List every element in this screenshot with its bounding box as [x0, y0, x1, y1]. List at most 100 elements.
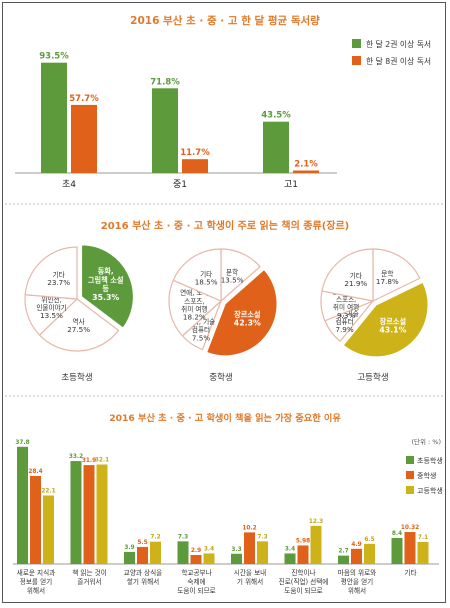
pie-slice-value: 27.5%: [67, 325, 90, 334]
chart1-bar-고1-1: [263, 121, 289, 173]
pie-slice-label: 취미 여행: [181, 304, 207, 313]
chart3-bar-label: 12.3: [309, 519, 323, 525]
pie-slice-label: 등: [102, 284, 109, 293]
chart3-bar-5-2: [244, 532, 255, 564]
chart3-bar-7-2: [351, 548, 362, 564]
chart3-bar-8-1: [391, 537, 403, 564]
pie-slice-value: 13.5%: [40, 311, 63, 320]
pie-slice-value: 35.3%: [92, 293, 119, 302]
infographic-frame: 2016 부산 초 · 중 · 고 한 달 평균 독서량 93.5% 57.7% 초4…: [2, 2, 446, 603]
chart3-bar-8-3: [417, 541, 429, 564]
pie-slice-label: 문학: [226, 267, 238, 276]
pie-slice-label: 연애, 오락: [180, 288, 208, 297]
chart3-bar-4-2: [190, 555, 202, 564]
chart1-bar-label: 93.5%: [39, 52, 69, 62]
pie-slice-label: 장르소설: [380, 317, 407, 326]
pie-slice-value: 42.3%: [234, 319, 261, 328]
chart3-bar-1-3: [43, 495, 54, 564]
chart3-unit-label: (단위 : %): [411, 437, 441, 446]
chart1-category-label: 중1: [173, 179, 187, 190]
pie-slice-label: 취미 여행: [333, 303, 359, 312]
pie-3-slice-1: [372, 248, 421, 302]
chart3-category-label: 마음의 위로와: [338, 568, 377, 577]
pie-1-slice-2: [38, 298, 120, 352]
pie-slice-label: 기타: [200, 269, 212, 278]
pie-slice-value: 7.9%: [335, 325, 353, 334]
chart3-legend-label: 중학생: [417, 471, 436, 480]
chart3-bar-label: 7.3: [178, 534, 188, 540]
chart1-bar-고1-2: [293, 170, 319, 173]
chart1-bar-중1-1: [152, 88, 178, 173]
chart3-category-label: 쌓기 위해서: [127, 577, 159, 586]
chart3-bar-5-1: [231, 553, 242, 564]
chart1-category-label: 고1: [284, 180, 298, 190]
chart3-legend-label: 초등학생: [417, 456, 443, 465]
chart3-bar-7-1: [338, 555, 349, 564]
chart3-bar-label: 10.2: [242, 525, 256, 531]
pie-slice-label: 기타: [53, 270, 65, 279]
chart3-bar-8-2: [404, 532, 416, 564]
chart3-bar-3-3: [150, 541, 161, 564]
chart3-category-label: 진학이나: [291, 568, 315, 577]
chart3-bar-label: 31.9: [82, 458, 96, 464]
chart3-bar-label: 7.2: [150, 535, 160, 541]
chart1-bar-중1-2: [182, 159, 208, 173]
pie-2-slice-5: [172, 248, 222, 302]
chart3-bar-label: 37.8: [15, 440, 29, 446]
chart3-category-label: 책 읽는 것이: [72, 568, 107, 577]
pie-slice-label: 컴퓨터: [192, 325, 210, 334]
pie-slice-label: 인물이야기: [36, 303, 66, 312]
chart3-category-label: 학교공부나: [181, 568, 211, 577]
chart3-bar-label: 7.1: [418, 535, 428, 541]
pie-3-slice-5: [321, 248, 374, 302]
pie-2-slice-4: [168, 279, 223, 337]
chart3-category-label: 도움이 되므로: [284, 586, 323, 595]
chart3-title: 2016 부산 초 · 중 · 고 학생이 책을 읽는 가장 중요한 이유: [109, 412, 341, 424]
chart1-legend-label: 한 달 8권 이상 독서: [366, 56, 431, 66]
pie-slice-label: 동화,: [98, 267, 114, 276]
pie-slice-label: 장르소설: [234, 310, 261, 319]
chart3-bar-label: 3.3: [231, 547, 241, 553]
chart1-bar-초4-2: [71, 104, 97, 173]
chart3-legend-swatch: [406, 486, 414, 494]
chart1-bar-label: 2.1%: [294, 160, 318, 170]
chart1-title: 2016 부산 초 · 중 · 고 한 달 평균 독서량: [130, 14, 320, 27]
chart3-category-label: 위해서: [348, 586, 366, 595]
chart3-legend-swatch: [406, 456, 414, 464]
chart3-category-label: 기타: [404, 568, 416, 577]
chart3-legend-label: 고등학생: [417, 486, 443, 495]
pie-caption-2: 중학생: [209, 372, 232, 383]
chart3-bar-label: 22.1: [41, 488, 55, 494]
pie-slice-value: 13.5%: [221, 275, 244, 284]
chart1-legend-label: 한 달 2권 이상 독서: [366, 39, 431, 49]
chart3-category-label: 즐거워서: [77, 577, 101, 586]
pie-slice-value: 18.5%: [195, 277, 218, 286]
chart3-category-label: 숙제에: [187, 577, 205, 586]
chart3-category-label: 교양과 상식을: [124, 568, 163, 577]
chart3-bar-label: 33.2: [69, 454, 83, 460]
chart1-category-label: 초4: [62, 179, 76, 190]
pie-slice-label: 과학, 기술: [330, 309, 358, 318]
chart1-bar-label: 57.7%: [69, 94, 99, 104]
chart3-bar-2-2: [83, 465, 95, 564]
pie-slice-value: 18.2%: [183, 313, 206, 322]
pie-slice-value: 21.9%: [344, 279, 367, 288]
pie-slice-value: 9.3%: [337, 311, 355, 320]
chart2-title: 2016 부산 초 · 중 · 고 학생이 주로 읽는 책의 종류(장르): [101, 219, 349, 232]
chart3-bar-label: 8.4: [392, 531, 402, 537]
chart3-category-label: 위해서: [27, 586, 45, 595]
chart3-bar-label: 5.5: [137, 540, 147, 546]
chart3-bar-1-1: [17, 446, 28, 564]
pie-slice-label: 컴퓨터: [335, 317, 353, 326]
pie-slice-label: 스포츠,: [336, 296, 356, 304]
chart1-legend-swatch: [352, 39, 361, 48]
chart3-bar-3-2: [137, 546, 148, 564]
chart3-bar-6-2: [297, 545, 309, 564]
chart3-category-label: 진로(직업) 선택에: [279, 577, 329, 586]
chart3-bar-label: 4.9: [351, 542, 361, 548]
pie-slice-label: 스포츠,: [184, 297, 204, 305]
pie-slice-value: 7.5%: [192, 333, 210, 342]
chart3-bar-label: 3.4: [204, 546, 214, 552]
chart3-bar-label: 5.98: [296, 538, 310, 544]
chart3-bar-label: 28.4: [28, 469, 42, 475]
